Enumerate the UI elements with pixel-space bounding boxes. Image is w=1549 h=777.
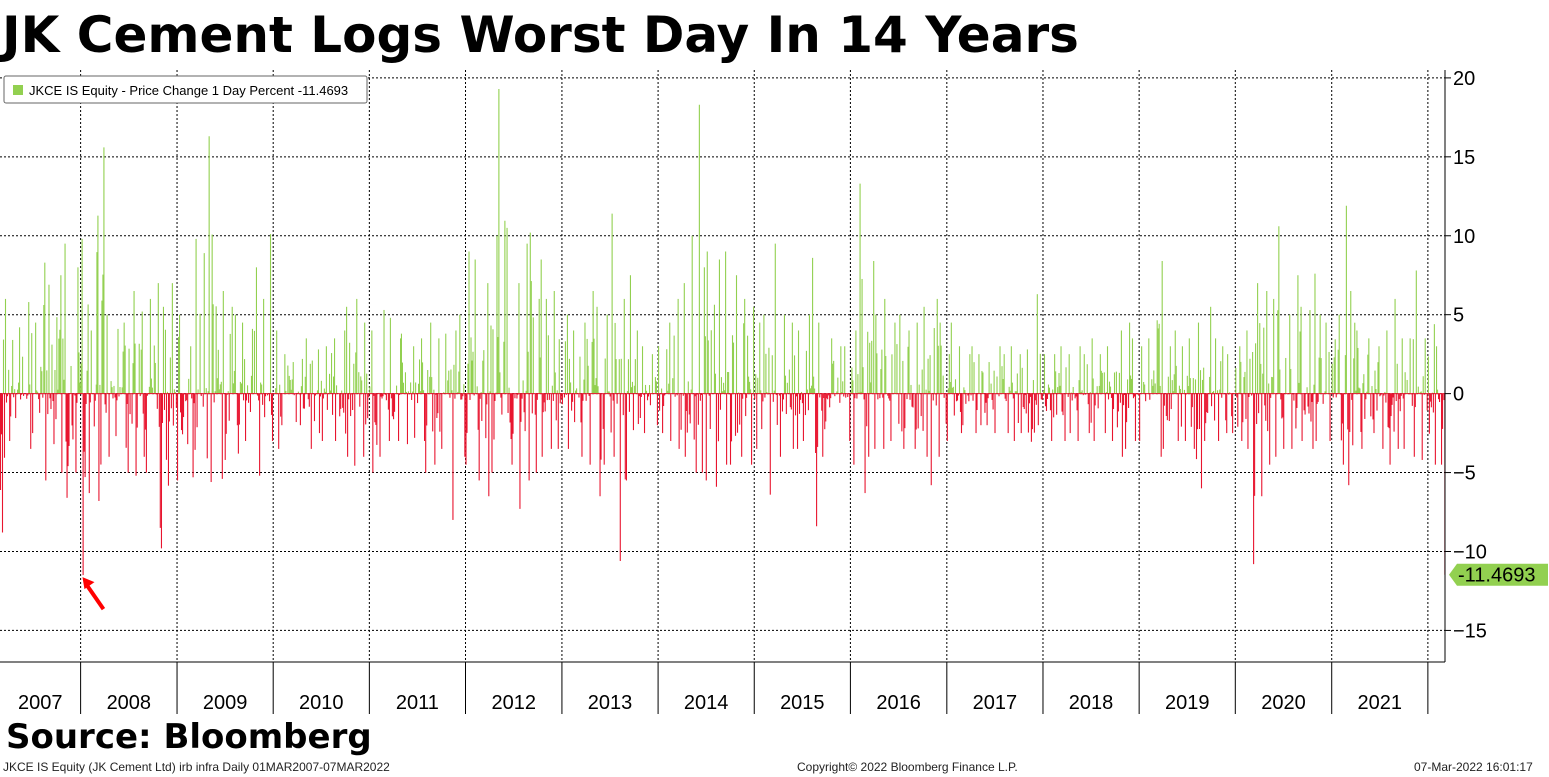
x-tick-label: 2012 bbox=[491, 692, 536, 714]
y-tick-label: 10 bbox=[1453, 226, 1475, 248]
annotation-arrowhead bbox=[82, 577, 95, 590]
x-tick-label: 2010 bbox=[299, 692, 344, 714]
y-tick-label: −5 bbox=[1453, 463, 1476, 485]
y-tick-label: 5 bbox=[1453, 305, 1464, 327]
x-tick-label: 2008 bbox=[107, 692, 152, 714]
legend-box bbox=[3, 75, 368, 104]
footer-copyright: Copyright© 2022 Bloomberg Finance L.P. bbox=[797, 760, 1018, 774]
legend-label: JKCE IS Equity - Price Change 1 Day Perc… bbox=[29, 83, 348, 98]
y-tick-label: −10 bbox=[1453, 541, 1487, 563]
x-tick-label: 2007 bbox=[18, 692, 63, 714]
last-value-tag bbox=[1449, 563, 1548, 586]
footer-timestamp: 07-Mar-2022 16:01:17 bbox=[1414, 760, 1533, 774]
x-tick-label: 2011 bbox=[396, 692, 439, 714]
x-tick-label: 2019 bbox=[1165, 692, 1210, 714]
x-tick-label: 2015 bbox=[780, 692, 825, 714]
x-tick-label: 2009 bbox=[203, 692, 248, 714]
x-tick-label: 2014 bbox=[684, 692, 729, 714]
y-tick-label: 15 bbox=[1453, 147, 1475, 169]
last-value-label: -11.4693 bbox=[1458, 565, 1535, 587]
x-tick-label: 2018 bbox=[1069, 692, 1114, 714]
chart-title: JK Cement Logs Worst Day In 14 Years bbox=[2, 6, 1079, 64]
source-label: Source: Bloomberg bbox=[6, 717, 372, 757]
x-tick-label: 2013 bbox=[588, 692, 633, 714]
x-tick-label: 2021 bbox=[1358, 692, 1403, 714]
x-tick-label: 2016 bbox=[876, 692, 921, 714]
y-tick-label: −15 bbox=[1453, 620, 1487, 642]
y-tick-label: 20 bbox=[1453, 68, 1475, 90]
footer-security-info: JKCE IS Equity (JK Cement Ltd) irb infra… bbox=[3, 760, 390, 774]
annotation-arrow bbox=[83, 582, 106, 611]
y-tick-label: 0 bbox=[1453, 384, 1464, 406]
x-tick-label: 2017 bbox=[973, 692, 1018, 714]
legend-swatch bbox=[13, 85, 23, 95]
x-tick-label: 2020 bbox=[1261, 692, 1306, 714]
